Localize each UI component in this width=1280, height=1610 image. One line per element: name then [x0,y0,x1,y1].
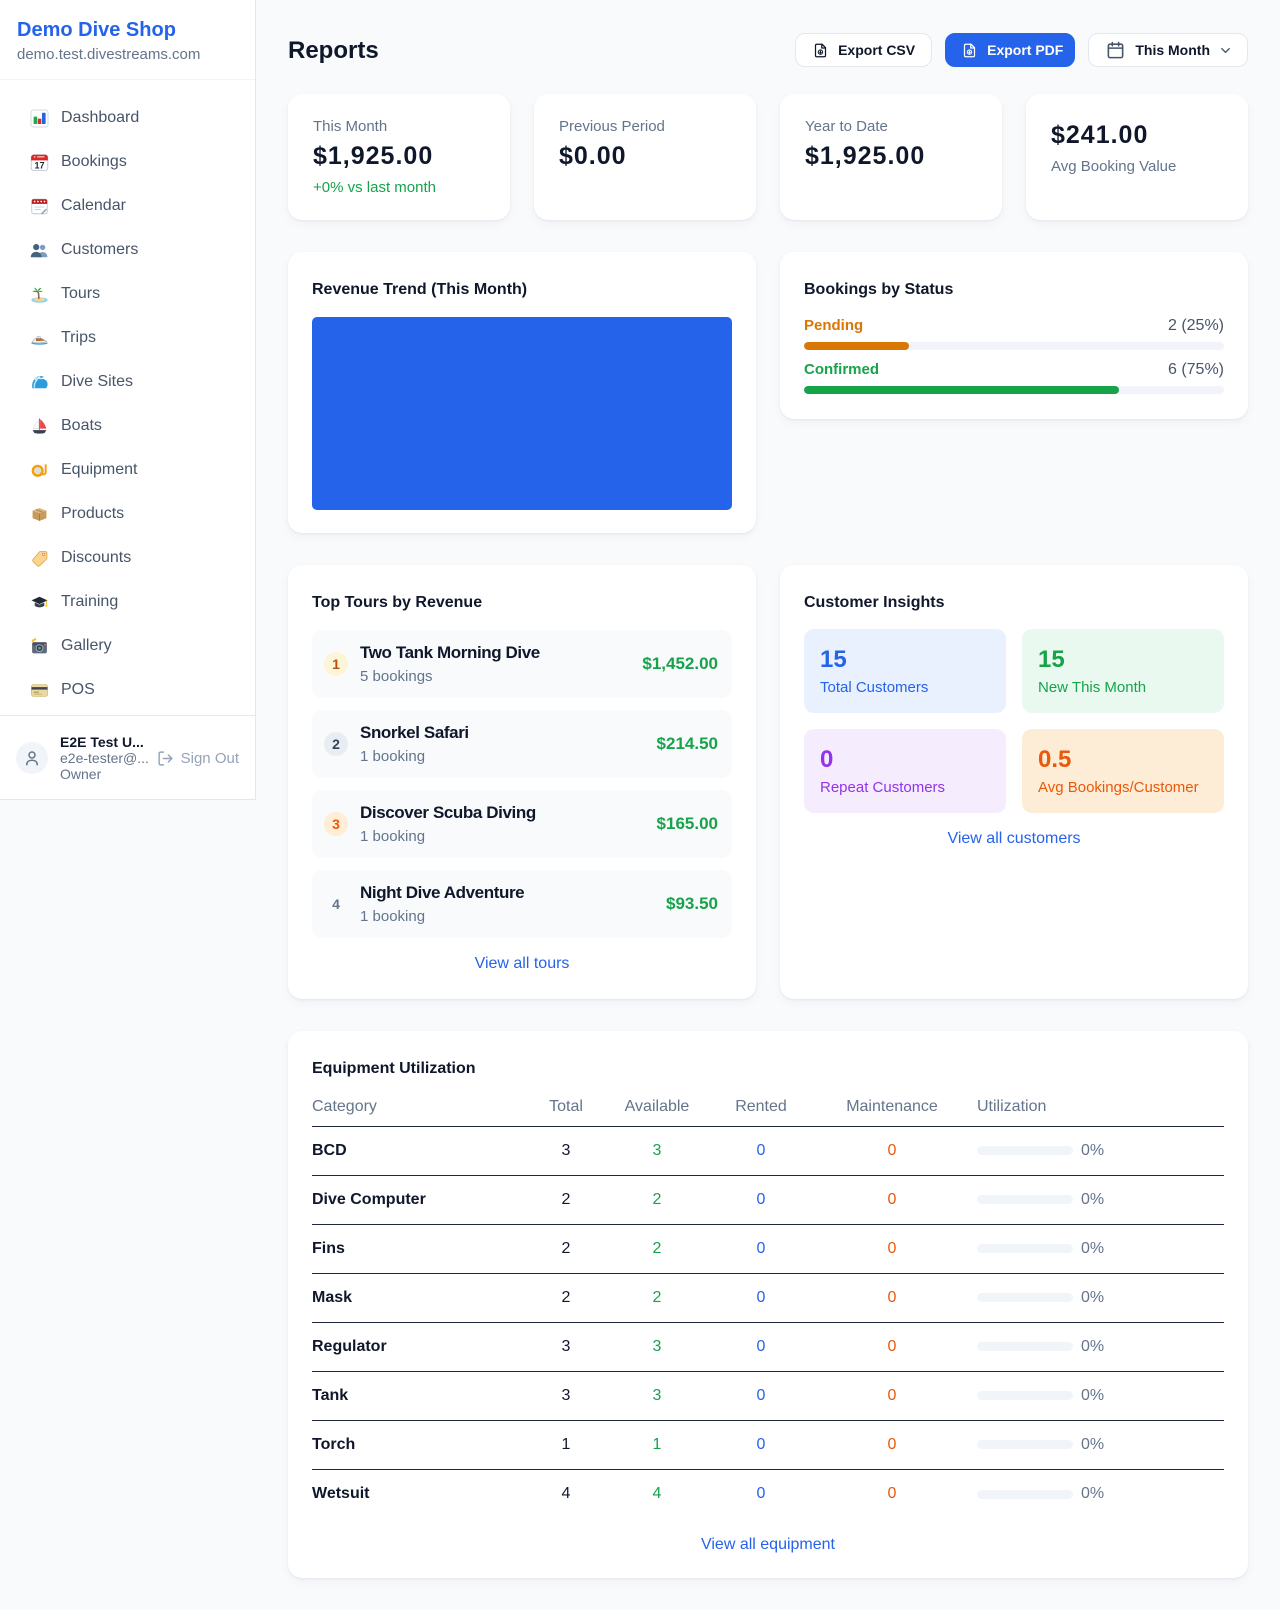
svg-text:17: 17 [34,160,44,170]
